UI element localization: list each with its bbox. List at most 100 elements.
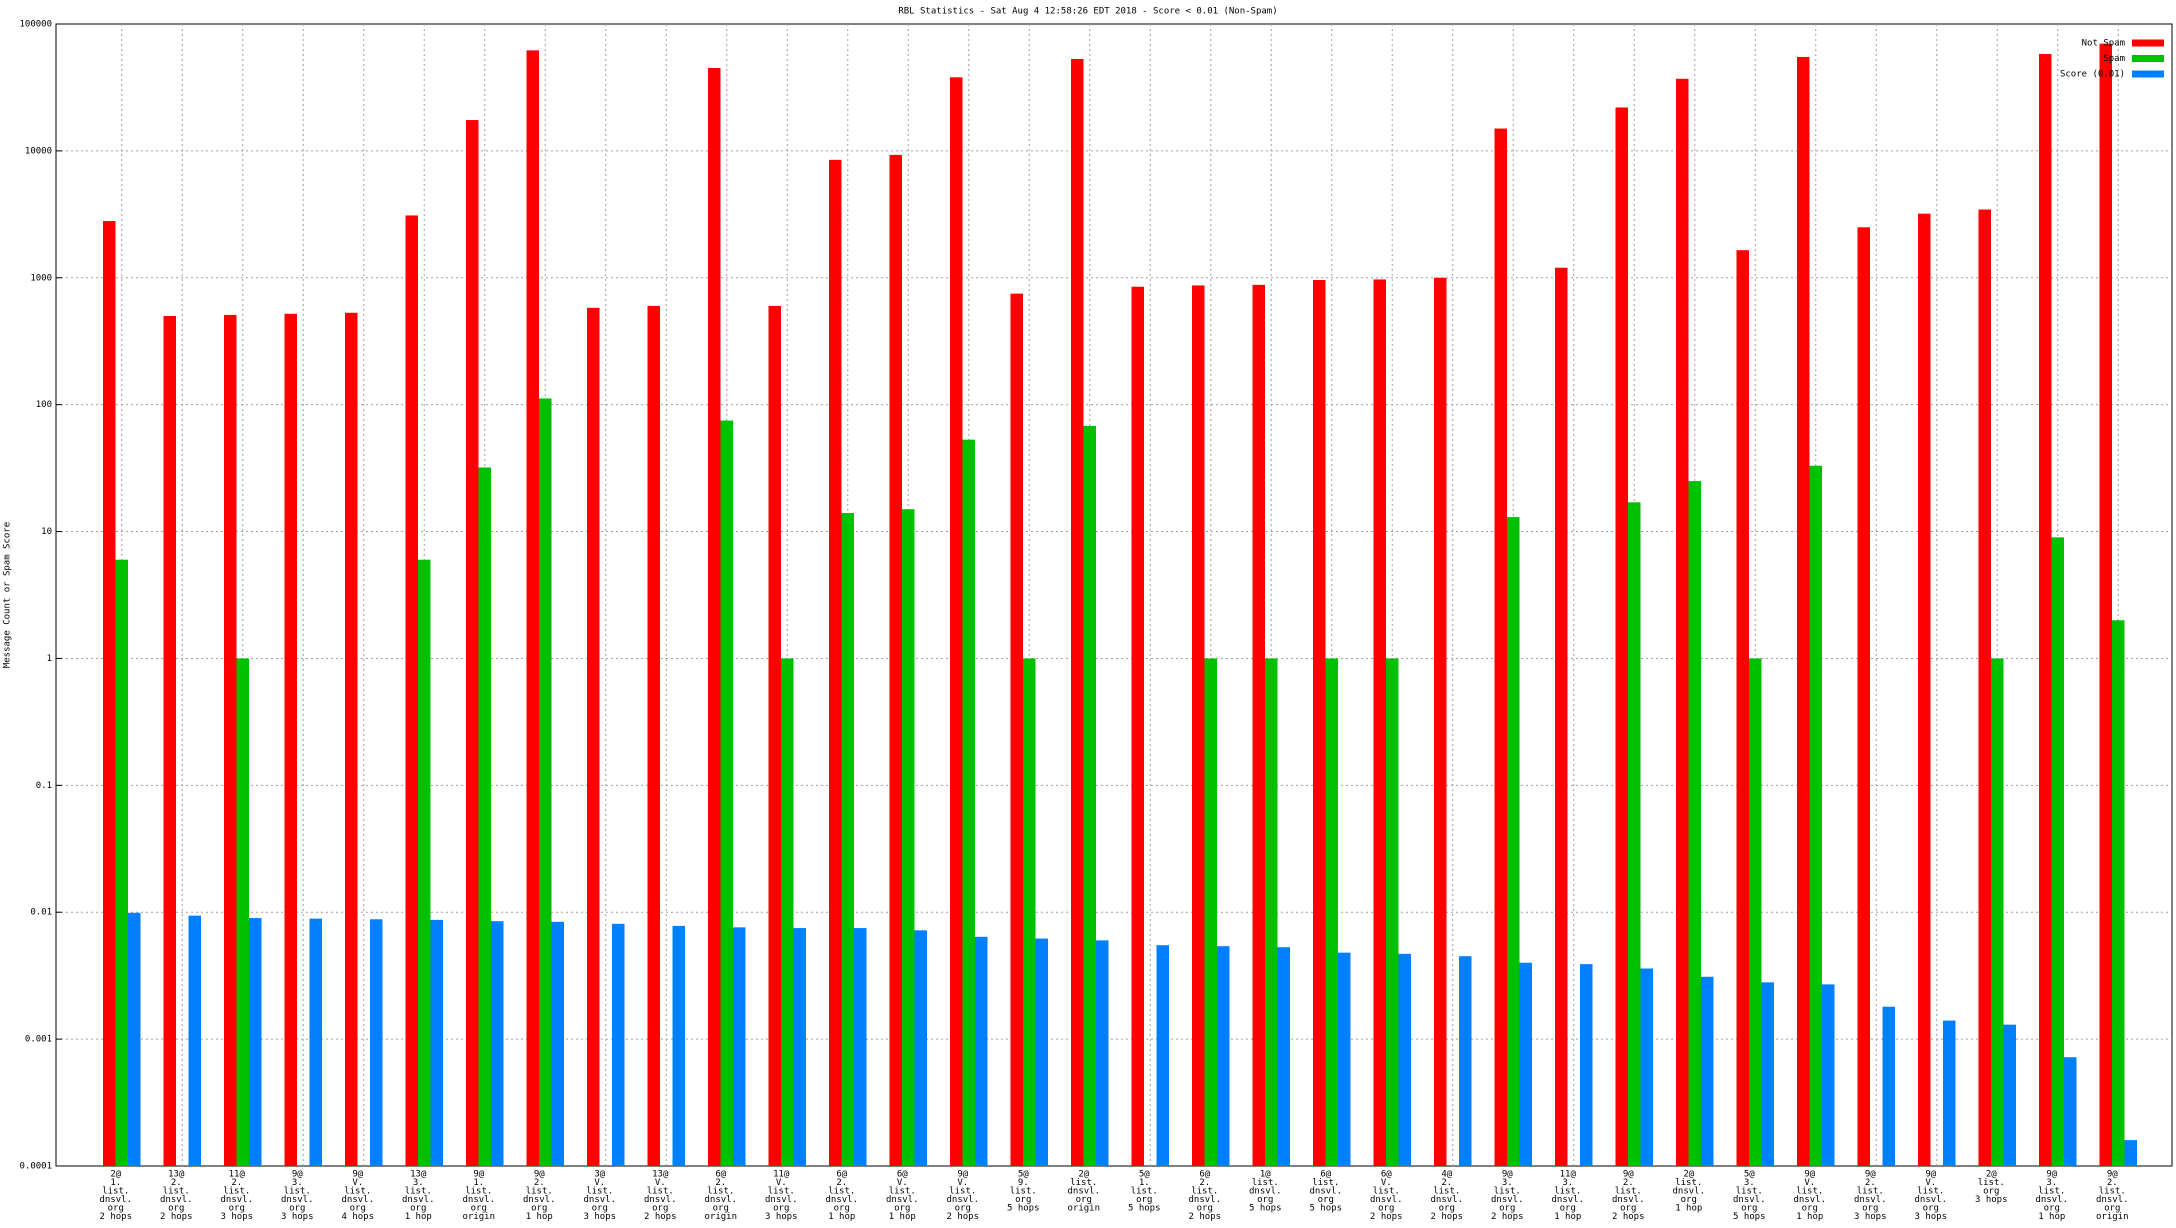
x-tick-label: 6@ <box>1320 1170 1331 1180</box>
bar <box>1822 984 1835 1166</box>
x-tick-label: dnsvl. <box>1672 1187 1705 1197</box>
bar <box>1615 107 1628 1167</box>
x-tick-label: org <box>1076 1195 1092 1205</box>
bar <box>829 159 842 1166</box>
x-tick-label: V. <box>594 1178 605 1188</box>
y-tick-label: 1000 <box>30 273 52 283</box>
x-tick-label: V. <box>776 1178 787 1188</box>
x-tick-label: org <box>1136 1195 1152 1205</box>
x-tick-label: V. <box>897 1178 908 1188</box>
x-tick-label: org <box>592 1204 608 1214</box>
x-tick-label: org <box>1620 1204 1636 1214</box>
bar <box>768 305 781 1166</box>
bar <box>1676 78 1689 1166</box>
x-tick-label: org <box>1378 1204 1394 1214</box>
bar <box>1325 658 1338 1166</box>
x-tick-label: dnsvl. <box>160 1195 193 1205</box>
legend-swatch <box>2132 39 2164 47</box>
x-tick-label: 3@ <box>594 1170 605 1180</box>
bar <box>188 915 201 1166</box>
bar <box>418 559 431 1166</box>
bar <box>1688 481 1701 1166</box>
bar <box>1555 267 1568 1166</box>
x-tick-label: 9@ <box>1502 1170 1513 1180</box>
x-tick-label: 3 hops <box>1854 1212 1887 1222</box>
x-tick-label: 5@ <box>1744 1170 1755 1180</box>
bar <box>841 513 854 1166</box>
bar <box>1083 425 1096 1166</box>
x-tick-label: 2. <box>836 1178 847 1188</box>
x-tick-label: 9. <box>1018 1178 1029 1188</box>
bar <box>1918 213 1931 1166</box>
x-tick-label: dnsvl. <box>644 1195 677 1205</box>
x-tick-label: 3. <box>2046 1178 2057 1188</box>
bar <box>902 509 915 1166</box>
bar <box>1338 952 1351 1166</box>
x-tick-label: org <box>350 1204 366 1214</box>
bar <box>1628 502 1641 1166</box>
bar <box>1313 280 1326 1167</box>
x-tick-label: V. <box>1381 1178 1392 1188</box>
x-tick-label: dnsvl. <box>1733 1195 1766 1205</box>
x-tick-label: org <box>652 1204 668 1214</box>
x-tick-label: list. <box>1675 1178 1702 1188</box>
x-tick-label: 9@ <box>352 1170 363 1180</box>
x-tick-label: 9@ <box>1623 1170 1634 1180</box>
x-tick-label: list. <box>586 1187 613 1197</box>
x-tick-label: 13@ <box>410 1170 427 1180</box>
x-tick-label: 3 hops <box>281 1212 314 1222</box>
bar <box>2099 43 2112 1166</box>
bar <box>526 50 539 1167</box>
x-tick-label: 3 hops <box>583 1212 616 1222</box>
bar <box>1156 945 1169 1166</box>
y-tick-label: 1 <box>47 654 52 664</box>
x-tick-label: list. <box>1857 1187 1884 1197</box>
x-tick-label: 13@ <box>168 1170 185 1180</box>
x-tick-label: origin <box>1067 1204 1100 1214</box>
x-tick-label: 1 hop <box>1675 1204 1702 1214</box>
x-tick-label: 2. <box>171 1178 182 1188</box>
x-tick-label: V. <box>1804 1178 1815 1188</box>
x-tick-label: org <box>1560 1204 1576 1214</box>
bar <box>551 921 564 1166</box>
x-tick-label: 2. <box>1441 1178 1452 1188</box>
bar <box>539 398 552 1166</box>
legend-label: Score (0.01) <box>2060 70 2125 80</box>
bar <box>1096 940 1109 1166</box>
x-tick-label: dnsvl. <box>1612 1195 1645 1205</box>
x-tick-label: 1. <box>473 1178 484 1188</box>
x-tick-label: 2@ <box>1078 1170 1089 1180</box>
bar <box>612 923 625 1166</box>
x-tick-label: dnsvl. <box>1430 1195 1463 1205</box>
bar <box>249 918 262 1166</box>
x-tick-label: 6@ <box>897 1170 908 1180</box>
bar <box>2051 537 2064 1166</box>
x-tick-label: 2 hops <box>1491 1212 1524 1222</box>
x-tick-label: dnsvl. <box>1854 1195 1887 1205</box>
x-tick-label: 9@ <box>292 1170 303 1180</box>
x-tick-label: list. <box>405 1187 432 1197</box>
x-tick-label: org <box>1257 1195 1273 1205</box>
x-tick-label: origin <box>462 1212 495 1222</box>
x-tick-label: dnsvl. <box>2096 1195 2129 1205</box>
x-tick-label: 2 hops <box>1370 1212 1403 1222</box>
x-tick-label: dnsvl. <box>583 1195 616 1205</box>
bar <box>1580 964 1593 1166</box>
x-tick-label: 9@ <box>1925 1170 1936 1180</box>
x-tick-label: 13@ <box>652 1170 669 1180</box>
x-tick-label: org <box>1923 1204 1939 1214</box>
x-tick-label: org <box>1499 1204 1515 1214</box>
bar <box>1882 1006 1895 1166</box>
x-tick-label: 11@ <box>1560 1170 1577 1180</box>
x-tick-label: list. <box>284 1187 311 1197</box>
x-tick-label: dnsvl. <box>1793 1195 1826 1205</box>
x-tick-label: 2. <box>1865 1178 1876 1188</box>
x-tick-label: org <box>1983 1187 1999 1197</box>
x-tick-label: 1@ <box>1260 1170 1271 1180</box>
x-tick-label: dnsvl. <box>523 1195 556 1205</box>
x-tick-label: 3 hops <box>220 1212 253 1222</box>
x-tick-label: 5 hops <box>1007 1204 1040 1214</box>
bar <box>720 420 733 1166</box>
bar <box>466 120 479 1167</box>
x-tick-label: 3. <box>413 1178 424 1188</box>
